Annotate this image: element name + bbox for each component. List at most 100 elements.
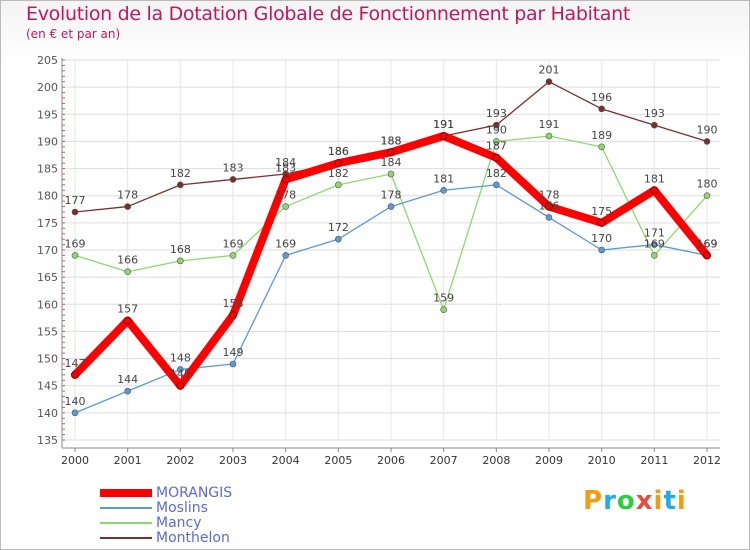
data-point-mancy xyxy=(387,170,395,178)
y-tick-label: 190 xyxy=(37,135,58,148)
data-label-morangis: 145 xyxy=(170,368,191,381)
data-point-morangis xyxy=(492,153,501,162)
y-tick-label: 170 xyxy=(37,244,58,257)
data-point-moslins xyxy=(545,214,553,221)
y-tick-label: 200 xyxy=(37,81,58,94)
x-tick-label: 2010 xyxy=(588,454,616,467)
logo-letter: x xyxy=(635,486,654,516)
proxiti-logo: Proxiti xyxy=(583,486,687,516)
data-point-monthelon xyxy=(703,138,711,145)
data-point-monthelon xyxy=(545,78,553,86)
data-point-monthelon xyxy=(598,105,605,113)
legend-item-monthelon: Monthelon xyxy=(100,530,360,546)
legend-swatch xyxy=(100,489,152,497)
data-point-moslins xyxy=(177,366,184,373)
legend-item-mancy: Mancy xyxy=(100,515,360,531)
y-tick-label: 135 xyxy=(37,434,58,447)
data-point-morangis xyxy=(281,175,290,184)
x-tick-label: 2002 xyxy=(166,454,194,467)
data-point-mancy xyxy=(177,257,184,265)
data-label-mancy: 178 xyxy=(275,189,296,202)
data-point-monthelon xyxy=(229,176,237,183)
data-point-mancy xyxy=(440,306,447,314)
data-point-mancy xyxy=(598,143,605,151)
legend-label: Monthelon xyxy=(156,530,230,546)
data-point-moslins xyxy=(387,203,395,210)
data-label-moslins: 170 xyxy=(591,232,612,245)
data-point-morangis xyxy=(123,316,132,325)
data-point-moslins xyxy=(440,186,447,194)
data-point-morangis xyxy=(229,311,237,320)
logo-letter: i xyxy=(676,486,687,516)
data-label-monthelon: 193 xyxy=(486,107,507,120)
data-point-morangis xyxy=(71,370,79,379)
data-label-mancy: 182 xyxy=(328,167,349,180)
logo-letter: o xyxy=(616,486,636,516)
chart-legend: MORANGIS Moslins Mancy Monthelon xyxy=(100,485,360,546)
legend-swatch xyxy=(100,537,152,539)
data-label-moslins: 172 xyxy=(328,221,349,234)
legend-item-moslins: Moslins xyxy=(100,500,360,516)
data-label-moslins: 148 xyxy=(170,351,191,364)
logo-letter: t xyxy=(663,486,677,516)
data-point-mancy xyxy=(651,252,658,259)
data-point-monthelon xyxy=(493,121,500,129)
data-point-mancy xyxy=(229,252,237,259)
data-label-mancy: 169 xyxy=(65,237,86,250)
data-point-mancy xyxy=(493,138,500,145)
data-point-moslins xyxy=(493,181,500,189)
y-tick-label: 180 xyxy=(37,190,58,203)
y-tick-label: 165 xyxy=(37,271,58,284)
data-label-monthelon: 193 xyxy=(644,107,665,120)
x-tick-label: 2007 xyxy=(430,454,458,467)
logo-letter: r xyxy=(603,486,617,516)
x-tick-label: 2000 xyxy=(61,454,89,467)
data-label-mancy: 184 xyxy=(381,156,402,169)
data-label-moslins: 149 xyxy=(223,346,244,359)
y-tick-label: 150 xyxy=(37,353,58,366)
data-label-mancy: 180 xyxy=(697,178,718,191)
data-label-morangis: 191 xyxy=(433,118,454,131)
data-label-moslins: 144 xyxy=(117,373,138,386)
data-point-morangis xyxy=(597,218,606,227)
legend-swatch xyxy=(100,522,152,524)
data-point-mancy xyxy=(335,181,342,189)
legend-item-morangis: MORANGIS xyxy=(100,485,360,501)
data-label-monthelon: 201 xyxy=(539,64,560,77)
x-tick-label: 2004 xyxy=(272,454,300,467)
data-point-morangis xyxy=(176,381,185,390)
data-point-mancy xyxy=(71,252,79,259)
data-label-mancy: 169 xyxy=(644,237,665,250)
data-point-morangis xyxy=(334,159,343,168)
data-label-mancy: 159 xyxy=(433,292,454,305)
data-label-moslins: 171 xyxy=(644,227,665,240)
data-label-moslins: 182 xyxy=(486,167,507,180)
data-point-moslins xyxy=(124,387,131,395)
data-point-moslins xyxy=(335,235,342,243)
data-label-monthelon: 183 xyxy=(223,161,244,174)
data-point-mancy xyxy=(545,132,553,140)
data-label-morangis: 147 xyxy=(65,357,86,370)
chart-subtitle: (en € et par an) xyxy=(26,27,121,41)
y-tick-label: 175 xyxy=(37,217,58,230)
legend-label: Moslins xyxy=(156,500,208,516)
data-point-moslins xyxy=(651,241,658,248)
x-tick-label: 2011 xyxy=(640,454,668,467)
data-label-morangis: 188 xyxy=(381,134,402,147)
data-label-monthelon: 184 xyxy=(275,156,296,169)
data-label-morangis: 181 xyxy=(644,172,665,185)
data-label-monthelon: 191 xyxy=(433,118,454,131)
data-point-morangis xyxy=(703,251,711,260)
data-point-monthelon xyxy=(651,121,658,129)
data-label-monthelon: 188 xyxy=(381,134,402,147)
data-point-mancy xyxy=(282,203,289,210)
data-label-mancy: 189 xyxy=(591,129,612,142)
data-label-moslins: 176 xyxy=(539,199,560,212)
data-label-morangis: 183 xyxy=(275,161,296,174)
chart-title: Evolution de la Dotation Globale de Fonc… xyxy=(26,3,631,25)
data-label-moslins: 140 xyxy=(65,395,86,408)
data-label-moslins: 169 xyxy=(697,237,718,250)
data-point-morangis xyxy=(439,132,448,140)
y-tick-label: 140 xyxy=(37,407,58,420)
x-tick-label: 2003 xyxy=(219,454,247,467)
